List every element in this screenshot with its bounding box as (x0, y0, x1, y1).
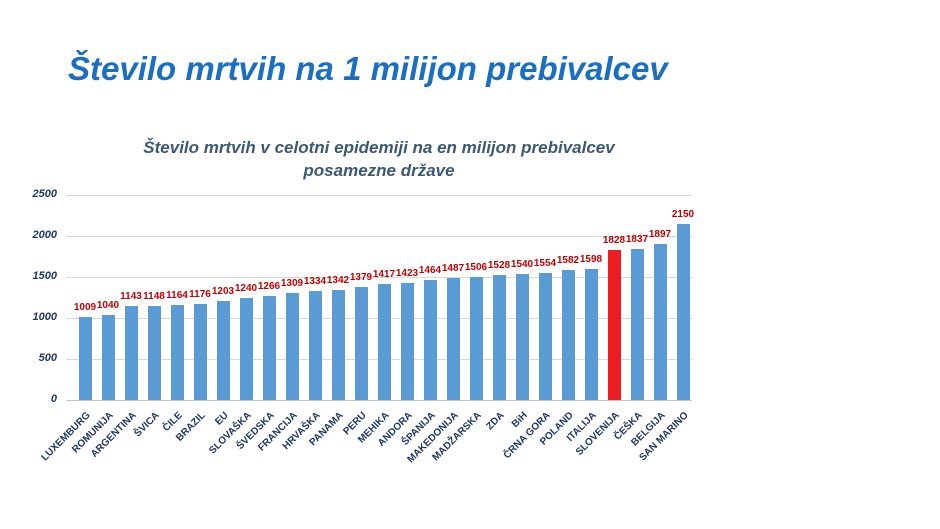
value-label: 1828 (602, 235, 626, 247)
bar (400, 283, 414, 400)
value-label: 1506 (464, 261, 488, 273)
value-label: 1417 (372, 268, 396, 280)
bar (124, 306, 138, 400)
bar (538, 272, 552, 400)
bar (262, 296, 276, 400)
bar (423, 279, 437, 400)
value-label: 1266 (257, 281, 281, 293)
value-label: 1176 (189, 288, 211, 300)
gridline (66, 195, 692, 196)
value-label: 1342 (326, 274, 350, 286)
bar (676, 223, 690, 400)
chart-title-line-1: Število mrtvih v celotni epidemiji na en… (143, 138, 615, 157)
bar (147, 305, 161, 400)
value-label: 1582 (556, 255, 580, 267)
bar (354, 286, 368, 400)
bar (584, 268, 598, 400)
value-label: 1487 (441, 263, 465, 275)
bar (170, 304, 184, 400)
value-label: 1334 (303, 275, 327, 287)
value-label: 1598 (579, 253, 603, 265)
bar (239, 298, 253, 400)
value-label: 1203 (211, 286, 235, 298)
bar (492, 274, 506, 400)
chart-title-line-2: posamezne države (303, 161, 455, 180)
value-label: 1040 (96, 299, 120, 311)
value-label: 1423 (395, 268, 419, 280)
y-axis-tick-label: 1000 (32, 311, 57, 323)
y-axis-tick-label: 2000 (32, 229, 57, 241)
value-label: 1837 (625, 234, 649, 246)
value-label: 1143 (120, 291, 142, 303)
value-label: 1164 (166, 289, 188, 301)
plot-area: 0 500 1000 1500 2000 2500 1009 LUXEMBURG 1040 ROM… (33, 188, 695, 465)
chart-title: Število mrtvih v celotni epidemiji na en… (66, 136, 692, 182)
value-label: 1009 (73, 302, 97, 314)
bar (377, 283, 391, 400)
bar (78, 317, 92, 400)
y-axis-tick-label: 2500 (32, 188, 57, 200)
gridline (66, 236, 692, 237)
value-label: 1528 (487, 259, 511, 271)
value-label: 1240 (234, 283, 258, 295)
bar (561, 270, 575, 400)
bar-highlighted (607, 250, 621, 400)
bar (193, 303, 207, 400)
bar (331, 289, 345, 400)
bar (653, 244, 667, 400)
bar (285, 292, 299, 400)
bar (101, 314, 115, 400)
value-label: 1148 (143, 290, 165, 302)
bar (630, 249, 644, 400)
bar (216, 301, 230, 400)
bar (469, 276, 483, 400)
value-label: 1540 (510, 258, 534, 270)
y-axis-tick-label: 500 (38, 352, 57, 364)
value-label: 1379 (349, 271, 373, 283)
bar (515, 273, 529, 400)
y-axis-tick-label: 0 (50, 393, 57, 405)
x-axis-line (66, 400, 692, 401)
value-label: 1464 (418, 264, 442, 276)
page-title: Število mrtvih na 1 milijon prebivalcev (68, 50, 668, 87)
bar (308, 290, 322, 400)
value-label: 1897 (648, 229, 672, 241)
y-axis-tick-label: 1500 (32, 270, 57, 282)
value-label: 1554 (533, 257, 557, 269)
bar (446, 278, 460, 400)
value-label: 2150 (671, 208, 695, 220)
value-label: 1309 (280, 277, 304, 289)
gridline (66, 277, 692, 278)
